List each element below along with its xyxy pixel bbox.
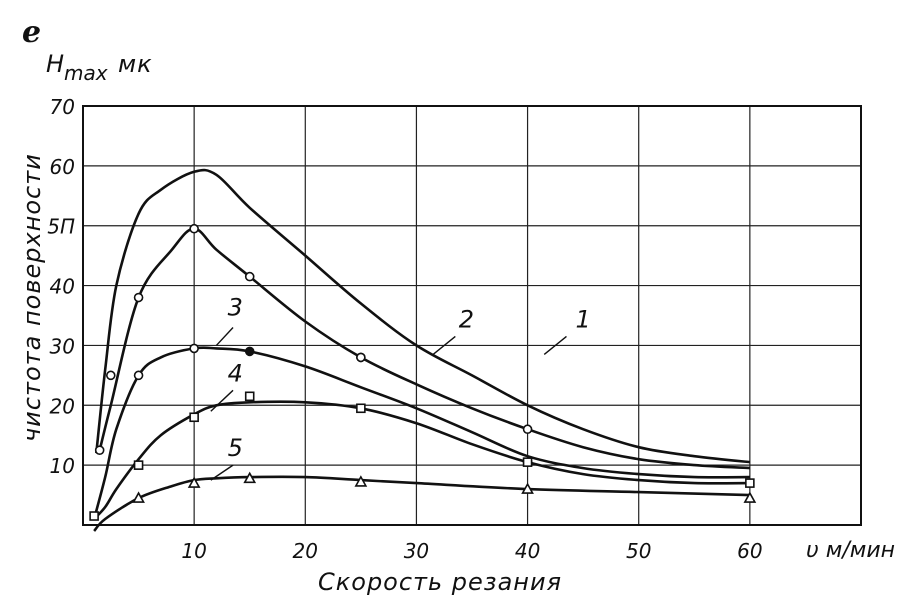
y-axis-top-label: H max мк — [46, 50, 153, 85]
data-point-2 — [94, 445, 105, 455]
curve-label-leader-3 — [215, 326, 234, 346]
x-tick-label: 60 — [737, 539, 762, 563]
y-tick-label: 60 — [50, 155, 75, 179]
series-line-3 — [92, 346, 750, 520]
y-axis-top-subscript: max — [64, 61, 108, 85]
y-tick-label: 20 — [50, 394, 75, 418]
data-point-4 — [356, 403, 366, 414]
data-point-4 — [133, 460, 144, 470]
data-point-3 — [356, 352, 366, 363]
data-point-3 — [133, 370, 144, 381]
y-tick-label: 10 — [50, 454, 75, 478]
data-point-2 — [189, 223, 199, 234]
curve-label-leader-4 — [210, 389, 234, 412]
data-point-5 — [743, 491, 757, 503]
data-point-5 — [187, 476, 201, 488]
curve-labels: 1 2 3 4 5 — [210, 294, 591, 481]
corner-mark: ℯ — [22, 15, 41, 50]
x-tick-label: 50 — [626, 539, 651, 563]
x-axis-unit-label: υ м/мин — [806, 538, 895, 563]
x-tick-label: 30 — [404, 539, 429, 563]
y-tick-label: 5П — [47, 215, 75, 239]
curve-label-1: 1 — [576, 305, 591, 333]
data-point-4 — [522, 457, 533, 467]
y-axis-top-unit: мк — [118, 50, 153, 78]
data-point-5 — [521, 482, 534, 494]
tick-labels: 10 20 30 40 50 60 10 20 30 40 5П 60 70 — [47, 95, 762, 563]
data-point-5 — [132, 491, 145, 503]
curve-label-5: 5 — [228, 434, 243, 462]
series-line-2 — [98, 227, 750, 470]
series-line-4 — [93, 400, 750, 520]
series-curves — [92, 168, 751, 532]
data-point-4 — [244, 391, 255, 402]
curve-label-3: 3 — [228, 294, 243, 322]
data-point-5 — [243, 471, 257, 484]
y-axis-top-symbol: H — [46, 50, 65, 78]
data-point-2 — [133, 292, 144, 303]
curve-label-4: 4 — [228, 359, 243, 387]
x-tick-label: 20 — [293, 539, 318, 563]
data-point-2 — [522, 424, 533, 435]
plot-frame — [82, 105, 862, 526]
x-axis-title: Скорость резания — [318, 568, 562, 596]
curve-label-2: 2 — [459, 305, 474, 333]
series-line-1 — [95, 168, 751, 464]
y-tick-label: 70 — [50, 95, 75, 119]
series-markers — [89, 223, 757, 521]
x-tick-label: 10 — [181, 539, 206, 563]
curve-label-leader-2 — [432, 335, 456, 355]
data-point-4 — [89, 511, 99, 521]
y-tick-label: 40 — [50, 275, 75, 299]
curve-label-leader-1 — [543, 335, 567, 355]
data-point-3 — [189, 343, 199, 354]
data-point-2 — [105, 370, 116, 381]
data-point-5 — [354, 475, 368, 487]
data-point-3 — [244, 346, 255, 357]
y-tick-label: 30 — [50, 334, 75, 358]
x-tick-label: 40 — [515, 539, 540, 563]
data-point-4 — [745, 478, 755, 488]
y-axis-title: чистота поверхности — [18, 153, 46, 442]
data-point-4 — [189, 412, 199, 423]
data-point-2 — [244, 271, 255, 282]
curve-label-leader-5 — [210, 464, 234, 481]
